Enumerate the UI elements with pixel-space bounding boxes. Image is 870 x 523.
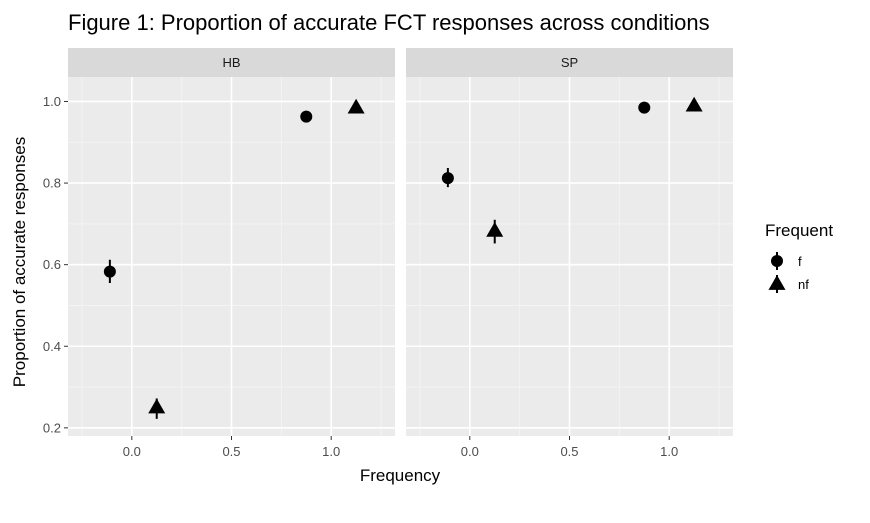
panel-strip	[406, 48, 733, 77]
legend-key-nf	[768, 275, 786, 290]
legend-label-f: f	[798, 254, 802, 269]
x-tick-label: 1.0	[660, 444, 678, 459]
panel-sp: SP 0.0 0.5 1.0	[406, 48, 733, 459]
y-tick-label: 0.6	[43, 257, 61, 272]
chart-title: Figure 1: Proportion of accurate FCT res…	[68, 10, 710, 35]
x-axis-title: Frequency	[360, 466, 441, 485]
data-point-f	[300, 110, 313, 123]
x-tick-label: 1.0	[322, 444, 340, 459]
x-tick-label: 0.0	[123, 444, 141, 459]
y-tick-label: 0.8	[43, 176, 61, 191]
panel-strip-label: HB	[222, 55, 240, 70]
legend-key-f	[771, 255, 783, 267]
y-tick-label: 0.4	[43, 339, 61, 354]
data-point-f	[638, 101, 651, 114]
y-tick-label: 1.0	[43, 94, 61, 109]
legend-label-nf: nf	[798, 277, 809, 292]
x-tick-label: 0.0	[461, 444, 479, 459]
legend: Frequent f nf	[765, 221, 833, 293]
data-point-nf	[685, 96, 703, 112]
panel-hb: HB 0.0 0.5 1.0 0.2 0.4 0.6 0.8 1.0	[43, 48, 395, 459]
data-point-f	[103, 265, 116, 278]
data-point-nf	[486, 221, 504, 237]
y-axis-title: Proportion of accurate responses	[10, 137, 29, 387]
x-tick-label: 0.5	[222, 444, 240, 459]
data-point-f	[441, 172, 454, 185]
panel-strip	[68, 48, 395, 77]
data-point-nf	[148, 398, 166, 414]
legend-title: Frequent	[765, 221, 833, 240]
data-point-nf	[347, 98, 365, 114]
panel-strip-label: SP	[561, 55, 578, 70]
x-tick-label: 0.5	[560, 444, 578, 459]
y-tick-label: 0.2	[43, 420, 61, 435]
panels: HB 0.0 0.5 1.0 0.2 0.4 0.6 0.8 1.0 SP 0.0 0.5 1.0	[43, 48, 733, 459]
